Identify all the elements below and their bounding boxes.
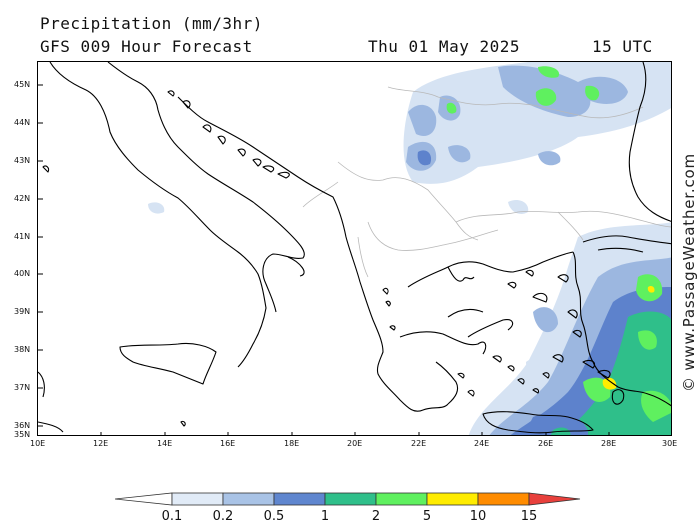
- lat-label-43n: 43N: [14, 156, 31, 165]
- legend-label-0-1: 0.1: [161, 509, 183, 524]
- precip-area-yellow: [602, 377, 617, 390]
- legend-swatch-6: [426, 492, 479, 506]
- forecast-time: 15 UTC: [592, 37, 653, 56]
- precip-area-blue: [417, 150, 432, 166]
- precip-area-yellow: [647, 285, 655, 293]
- precip-area-green: [585, 85, 600, 101]
- lon-label-10e: 10E: [30, 439, 46, 448]
- lat-label-41n: 41N: [14, 232, 31, 241]
- precip-area-medium: [538, 151, 561, 166]
- lon-label-16e: 16E: [220, 439, 236, 448]
- legend-swatch-3: [273, 492, 326, 506]
- lat-label-37n: 37N: [14, 383, 31, 392]
- precip-area-light: [508, 200, 529, 214]
- legend-label-10: 10: [469, 509, 487, 524]
- lat-label-40n: 40N: [14, 269, 31, 278]
- legend-swatch-8: [528, 492, 581, 506]
- lat-label-44n: 44N: [14, 118, 31, 127]
- legend-swatch-0: [115, 492, 173, 506]
- lat-label-36n: 36N: [14, 421, 31, 430]
- forecast-label: GFS 009 Hour Forecast: [40, 37, 253, 56]
- legend-label-0-2: 0.2: [212, 509, 234, 524]
- forecast-date: Thu 01 May 2025: [368, 37, 520, 56]
- lat-label-42n: 42N: [14, 194, 31, 203]
- legend-swatch-7: [477, 492, 530, 506]
- map-title: Precipitation (mm/3hr): [40, 14, 263, 33]
- lon-label-22e: 22E: [411, 439, 427, 448]
- legend-label-0-5: 0.5: [263, 509, 285, 524]
- precip-area-green: [535, 88, 557, 106]
- lat-label-35n: 35N: [14, 430, 31, 439]
- precip-area-medium: [408, 104, 437, 137]
- precip-area-green: [638, 330, 657, 350]
- lon-label-18e: 18E: [284, 439, 300, 448]
- precip-area-green: [641, 390, 671, 422]
- legend-label-2: 2: [371, 509, 381, 524]
- legend-swatch-2: [222, 492, 275, 506]
- legend-swatch-5: [375, 492, 428, 506]
- axis-ticks: [38, 84, 610, 435]
- precip-area-light: [148, 202, 165, 214]
- precip-area-medium: [448, 145, 471, 163]
- color-legend: [115, 492, 581, 506]
- legend-swatch-1: [171, 492, 224, 506]
- lon-label-30e: 30E: [662, 439, 678, 448]
- lon-label-20e: 20E: [347, 439, 363, 448]
- legend-label-5: 5: [422, 509, 432, 524]
- legend-swatch-4: [324, 492, 377, 506]
- site-credit: © www.PassageWeather.com: [680, 153, 698, 392]
- lon-label-12e: 12E: [93, 439, 109, 448]
- lat-label-45n: 45N: [14, 80, 31, 89]
- country-borders: [302, 86, 671, 278]
- legend-label-1: 1: [320, 509, 330, 524]
- coastlines: [38, 62, 671, 434]
- lon-label-26e: 26E: [538, 439, 554, 448]
- lon-label-14e: 14E: [157, 439, 173, 448]
- precip-area-medium: [533, 307, 558, 333]
- precip-area-light: [526, 358, 549, 377]
- legend-label-15: 15: [520, 509, 538, 524]
- lon-label-28e: 28E: [601, 439, 617, 448]
- precipitation-layer: [148, 62, 671, 435]
- lat-label-38n: 38N: [14, 345, 31, 354]
- precip-area-green: [538, 66, 560, 78]
- lat-label-39n: 39N: [14, 307, 31, 316]
- precip-area-green: [446, 102, 457, 114]
- map-canvas: [38, 62, 671, 435]
- precipitation-map: [37, 61, 672, 436]
- lon-label-24e: 24E: [474, 439, 490, 448]
